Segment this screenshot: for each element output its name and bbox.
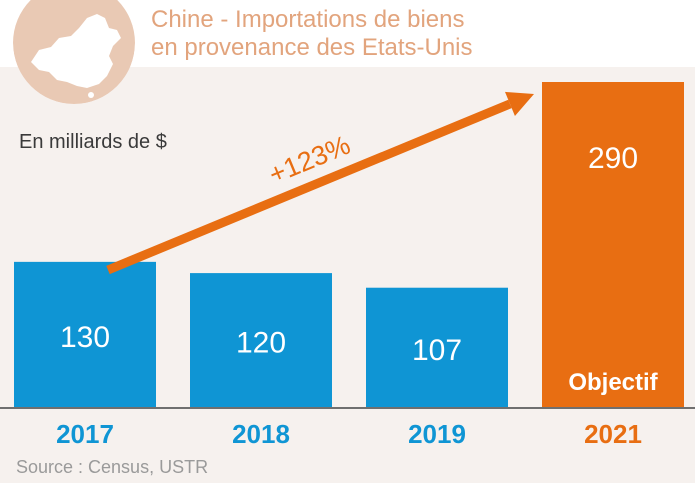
x-tick-2018: 2018: [232, 419, 290, 449]
bar-2018: [190, 273, 332, 408]
bar-2021: [542, 82, 684, 408]
value-label-2019: 107: [412, 334, 462, 367]
bar-2017: [14, 261, 156, 408]
bar-note-2021: Objectif: [568, 369, 658, 396]
y-axis-unit-label: En milliards de $: [19, 131, 167, 153]
growth-arrow: [106, 99, 512, 275]
china-map-icon: [13, 0, 135, 104]
x-tick-2017: 2017: [56, 419, 114, 449]
value-label-2021: 290: [588, 142, 638, 175]
x-tick-2019: 2019: [408, 419, 466, 449]
bar-2019: [366, 287, 508, 408]
chart-title-line-2: en provenance des Etats-Unis: [151, 34, 473, 61]
value-label-2017: 130: [60, 321, 110, 354]
growth-annotation: +123%: [265, 130, 355, 190]
growth-arrow-head: [505, 91, 534, 116]
source-note: Source : Census, USTR: [16, 457, 209, 477]
x-tick-2021: 2021: [584, 419, 642, 449]
chart-title-line-1: Chine - Importations de biens: [151, 6, 465, 33]
value-label-2018: 120: [236, 327, 286, 360]
